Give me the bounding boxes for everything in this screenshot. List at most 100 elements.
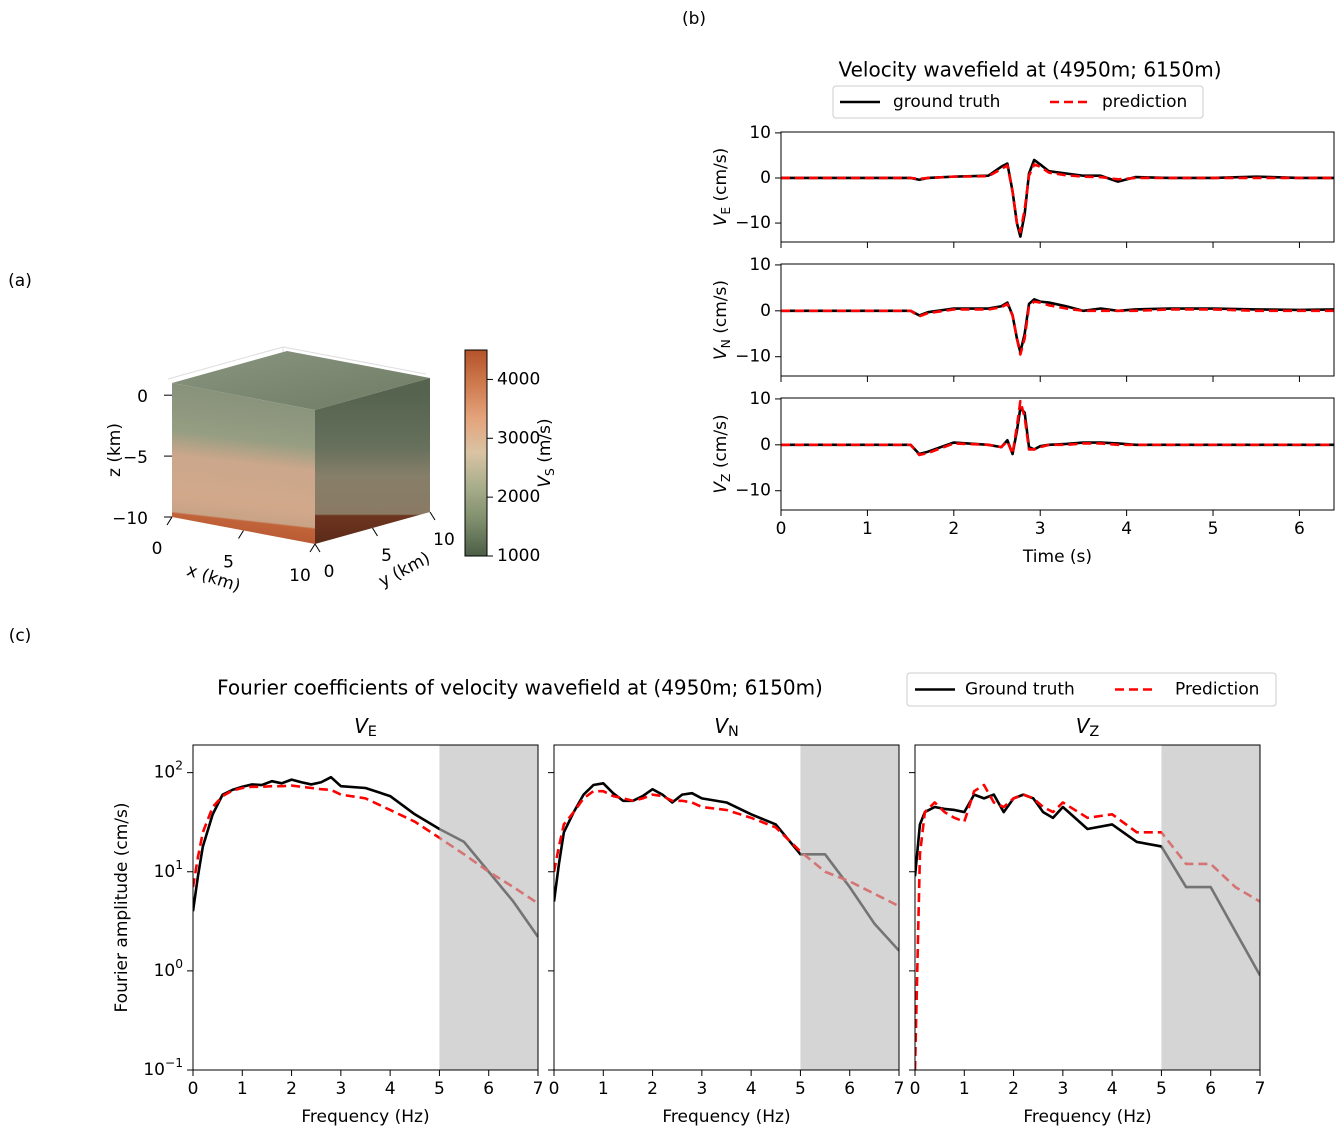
x-axis-label: Frequency (Hz) [301,1107,429,1127]
x-tick-label: 5 [1208,519,1219,539]
y-axis-label: VE (cm/s) [711,148,733,227]
y-tick-label: 10 [749,255,771,275]
y-axis-label: Fourier amplitude (cm/s) [112,803,132,1013]
colorbar-tick-label: 2000 [497,487,540,507]
x-tick-label: 3 [696,1079,707,1099]
x-tick-label: 2 [948,519,959,539]
axes-title: VN [714,714,738,741]
x-tick-label: 6 [483,1079,494,1099]
y-axis-label: VN (cm/s) [711,280,733,360]
x-tick-label: 1 [237,1079,248,1099]
x-axis-label: Frequency (Hz) [662,1107,790,1127]
colorbar [464,349,488,557]
z-tick-label: −10 [112,509,148,529]
x-tick-label: 10 [289,566,311,586]
x-tick-label: 2 [647,1079,658,1099]
legend-label: Ground truth [965,680,1075,700]
y-tick-label: 100 [154,956,183,981]
y-axis-label: VZ (cm/s) [711,414,733,493]
figure-title: Fourier coefficients of velocity wavefie… [217,676,823,700]
cube-top [172,351,430,410]
series-line [781,163,1334,234]
legend-box [906,672,1277,707]
x-tick-label: 0 [910,1079,921,1099]
y-tick-label: −10 [735,481,771,501]
y-tick-label: 101 [154,857,183,882]
axes-frame [780,263,1335,377]
z-tick-label: 0 [137,387,148,407]
axes-title: VE [354,714,377,741]
y-tick [314,543,321,553]
axes-frame [780,131,1335,243]
y-tick-label: 0 [760,301,771,321]
x-tick-label: 2 [286,1079,297,1099]
x-tick [166,516,173,526]
x-tick-label: 6 [844,1079,855,1099]
pane-edge [167,346,284,380]
x-tick-label: 7 [1255,1079,1266,1099]
x-tick-label: 1 [862,519,873,539]
y-tick-label: 10 [749,123,771,143]
figure-title: Velocity wavefield at (4950m; 6150m) [839,58,1222,82]
x-tick-label: 5 [434,1079,445,1099]
y-tick-label: −10 [735,347,771,367]
y-tick-label: 0 [324,562,335,582]
y-tick-label: 10 [749,389,771,409]
colorbar-tick-label: 1000 [497,546,540,566]
x-tick-label: 0 [188,1079,199,1099]
axes-frame [780,397,1335,511]
y-tick [372,527,378,537]
series-line [781,158,1334,238]
y-tick-label: 0 [760,168,771,188]
series-line [781,300,1334,356]
legend-box [832,85,1204,119]
x-tick-label: 6 [1205,1079,1216,1099]
x-tick-label: 6 [1294,519,1305,539]
axes-frame [553,744,900,1071]
x-tick-label: 1 [959,1079,970,1099]
axes-title: VZ [1076,714,1100,741]
x-tick-label: 0 [549,1079,560,1099]
series-line [781,298,1334,354]
y-tick-label: 0 [760,435,771,455]
x-tick-label: 0 [776,519,787,539]
x-tick-label: 1 [598,1079,609,1099]
cube-side-face [315,378,430,544]
shaded-region [800,745,899,1070]
x-tick-label: 3 [335,1079,346,1099]
legend-label: Prediction [1175,680,1259,700]
x-tick-label: 4 [1107,1079,1118,1099]
plot-area [781,298,1334,356]
y-tick-label: 10 [433,530,455,550]
shaded-region [439,745,538,1070]
x-tick-label: 5 [795,1079,806,1099]
panel-label: (b) [682,9,706,29]
shaded-region [1161,745,1260,1070]
cube-front-face [172,383,315,544]
colorbar-label: VS (m/s) [535,418,557,487]
z-tick-label: −5 [123,448,148,468]
x-tick-label: 7 [894,1079,905,1099]
colorbar-tick-label: 3000 [497,428,540,448]
x-tick-label: 0 [152,539,163,559]
x-tick-label: 2 [1008,1079,1019,1099]
y-tick-label: 102 [154,758,183,783]
y-tick-label: 10−1 [143,1056,183,1081]
x-axis-label: Time (s) [1022,547,1092,567]
legend-label: prediction [1102,92,1187,112]
series-line [781,406,1334,456]
plot-area [781,158,1334,238]
x-axis-label: x (km) [184,560,243,596]
axes-frame [192,744,539,1071]
legend-label: ground truth [893,92,1000,112]
x-tick-label: 7 [533,1079,544,1099]
panel-label: (a) [8,271,32,291]
pane-edge [282,346,427,375]
x-tick-label: 4 [385,1079,396,1099]
y-tick-label: 5 [381,546,392,566]
z-axis-label: z (km) [105,423,125,477]
x-tick-label: 3 [1035,519,1046,539]
x-tick-label: 4 [746,1079,757,1099]
colorbar-tick-label: 4000 [497,369,540,389]
